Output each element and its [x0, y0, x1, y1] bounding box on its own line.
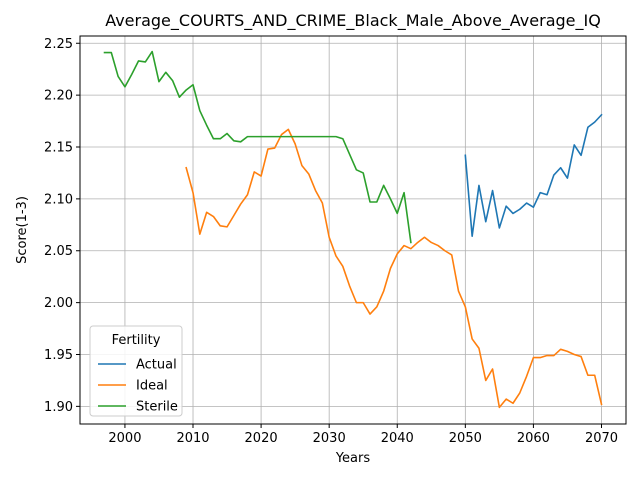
legend-label-sterile: Sterile	[136, 400, 178, 415]
x-tick-label: 2050	[449, 431, 482, 446]
plot-frame	[79, 35, 627, 425]
y-tick-label: 1.90	[44, 400, 73, 415]
y-tick-label: 2.10	[44, 192, 73, 207]
series-line-sterile	[103, 50, 412, 244]
x-tick-label: 2060	[517, 431, 550, 446]
y-tick-label: 2.25	[44, 37, 73, 52]
y-tick-label: 2.05	[44, 244, 73, 259]
series-line-ideal	[185, 128, 603, 409]
y-tick-label: 1.95	[44, 348, 73, 363]
y-tick-label: 2.00	[44, 296, 73, 311]
y-axis: 1.90 1.95 2.00 2.05 2.10 2.15 2.20 2.25	[44, 37, 80, 415]
x-tick-label: 2020	[245, 431, 278, 446]
legend-label-ideal: Ideal	[136, 379, 168, 394]
series-lines	[103, 50, 603, 409]
x-tick-label: 2070	[585, 431, 618, 446]
legend-box	[89, 325, 183, 417]
y-tick-label: 2.20	[44, 89, 73, 104]
legend: Fertility Actual Ideal Sterile	[89, 325, 183, 417]
y-tick-label: 2.15	[44, 141, 73, 156]
legend-label-actual: Actual	[136, 358, 177, 373]
x-axis-label: Years	[335, 451, 371, 466]
x-axis: 2000 2010 2020 2030 2040 2050 2060 2070	[108, 424, 618, 446]
x-tick-label: 2000	[108, 431, 141, 446]
x-tick-label: 2030	[313, 431, 346, 446]
x-tick-label: 2040	[381, 431, 414, 446]
x-tick-label: 2010	[176, 431, 209, 446]
legend-title: Fertility	[112, 333, 161, 348]
series-line-actual	[464, 113, 603, 238]
chart-title: Average_COURTS_AND_CRIME_Black_Male_Abov…	[105, 11, 601, 31]
y-axis-label: Score(1-3)	[15, 196, 30, 264]
